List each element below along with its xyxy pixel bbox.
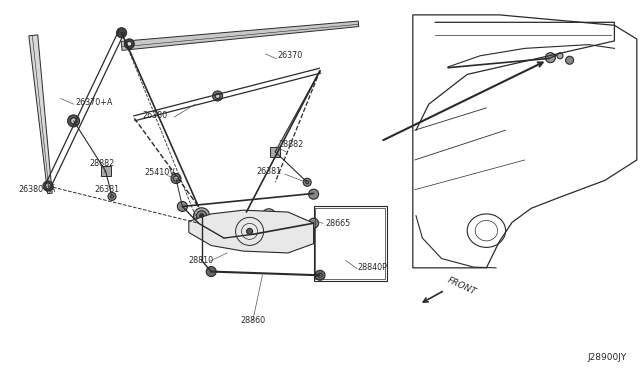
Bar bbox=[270, 147, 280, 157]
Text: 26370: 26370 bbox=[278, 51, 303, 60]
Circle shape bbox=[227, 215, 234, 224]
Circle shape bbox=[215, 93, 220, 99]
Circle shape bbox=[262, 209, 276, 223]
Circle shape bbox=[265, 212, 273, 220]
Text: 26381: 26381 bbox=[256, 167, 281, 176]
Bar bbox=[314, 206, 387, 281]
Polygon shape bbox=[189, 210, 314, 253]
Circle shape bbox=[68, 115, 79, 127]
Text: 26370+A: 26370+A bbox=[75, 98, 112, 107]
Circle shape bbox=[45, 183, 51, 189]
Text: 28840P: 28840P bbox=[357, 263, 387, 272]
Bar bbox=[315, 208, 385, 279]
Circle shape bbox=[318, 273, 322, 277]
Polygon shape bbox=[121, 21, 359, 50]
Circle shape bbox=[246, 228, 253, 234]
Circle shape bbox=[315, 270, 325, 280]
Polygon shape bbox=[29, 35, 52, 194]
Circle shape bbox=[545, 53, 556, 62]
Circle shape bbox=[173, 176, 179, 181]
Circle shape bbox=[212, 91, 223, 101]
Text: FRONT: FRONT bbox=[446, 276, 477, 297]
Circle shape bbox=[557, 53, 563, 59]
Circle shape bbox=[566, 56, 573, 64]
Circle shape bbox=[194, 208, 210, 224]
Circle shape bbox=[219, 233, 229, 243]
Text: 28665: 28665 bbox=[325, 219, 350, 228]
Text: 26381: 26381 bbox=[95, 185, 120, 194]
Circle shape bbox=[108, 192, 116, 201]
Text: 28882: 28882 bbox=[90, 159, 115, 168]
Circle shape bbox=[43, 181, 53, 191]
Circle shape bbox=[70, 118, 77, 124]
Bar bbox=[100, 166, 111, 176]
Circle shape bbox=[306, 181, 308, 184]
Circle shape bbox=[223, 212, 237, 227]
Circle shape bbox=[229, 218, 232, 221]
Circle shape bbox=[116, 28, 127, 38]
Circle shape bbox=[303, 178, 311, 186]
Circle shape bbox=[171, 174, 181, 183]
Circle shape bbox=[268, 214, 270, 217]
Circle shape bbox=[308, 189, 319, 199]
Text: 28860: 28860 bbox=[240, 316, 265, 325]
Circle shape bbox=[196, 211, 207, 221]
Text: J28900JY: J28900JY bbox=[588, 353, 627, 362]
Circle shape bbox=[206, 267, 216, 276]
Text: 25410V: 25410V bbox=[144, 169, 175, 177]
Circle shape bbox=[127, 41, 132, 46]
Text: 28882: 28882 bbox=[278, 140, 303, 149]
Text: 26380+A: 26380+A bbox=[18, 185, 55, 194]
Circle shape bbox=[124, 39, 134, 49]
Circle shape bbox=[308, 218, 319, 228]
Text: 26380: 26380 bbox=[143, 111, 168, 120]
Circle shape bbox=[177, 202, 188, 211]
Text: 28810: 28810 bbox=[189, 256, 214, 265]
Circle shape bbox=[111, 195, 113, 198]
Circle shape bbox=[200, 214, 204, 218]
